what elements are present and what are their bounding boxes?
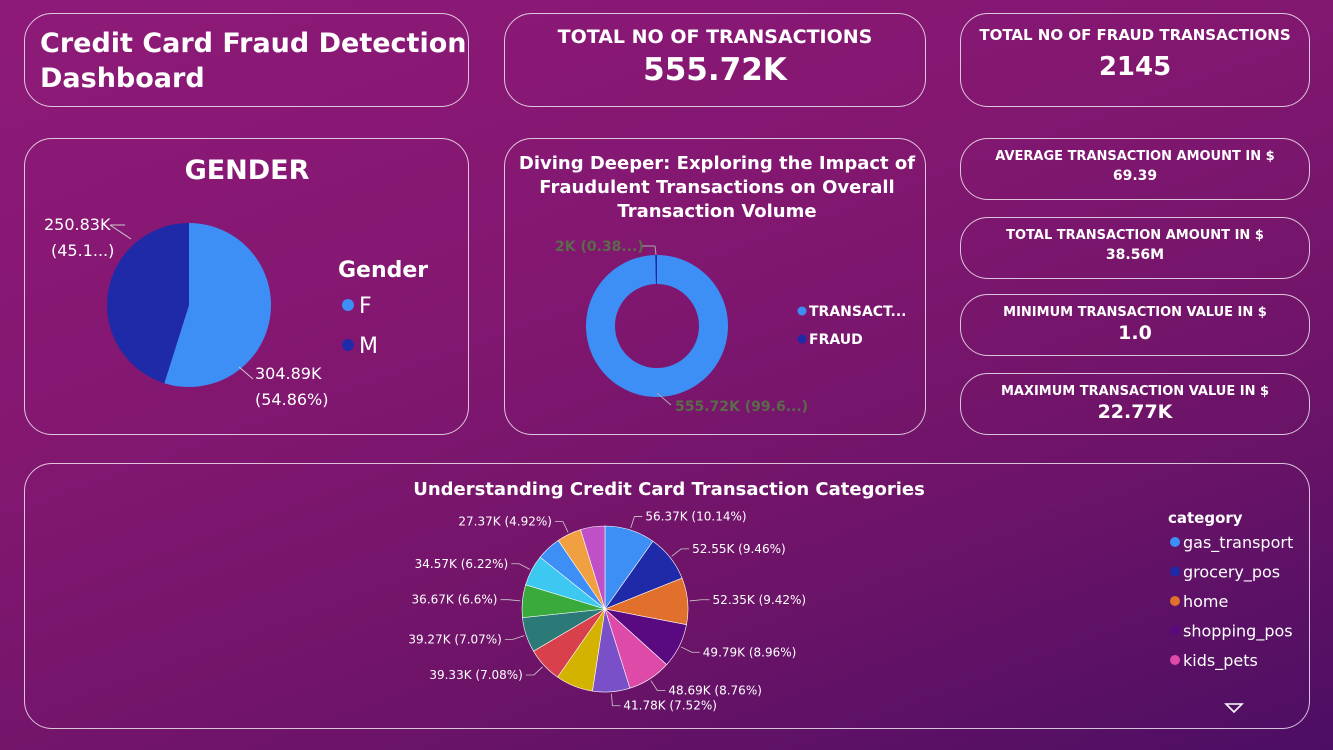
kpi-total-amount[interactable]: TOTAL TRANSACTION AMOUNT IN $ 38.56M	[960, 217, 1310, 279]
donut-slice-transact[interactable]	[586, 255, 728, 397]
fraud-impact-donut-chart[interactable]: Diving Deeper: Exploring the Impact of F…	[505, 139, 927, 436]
legend-item-home[interactable]: home	[1183, 592, 1228, 611]
gender-slice-f[interactable]	[164, 223, 271, 387]
donut-title-line3: Transaction Volume	[617, 201, 816, 222]
legend-marker-kids-pets	[1170, 655, 1180, 665]
fraud-impact-chart-card[interactable]: Diving Deeper: Exploring the Impact of F…	[504, 138, 926, 435]
donut-slice-fraud[interactable]	[655, 255, 657, 285]
donut-transactions-label: 555.72K (99.6...)	[675, 399, 808, 415]
kpi-label: MINIMUM TRANSACTION VALUE IN $	[1003, 305, 1267, 320]
kpi-value: 38.56M	[1105, 247, 1165, 263]
kpi-fraud-transactions[interactable]: TOTAL NO OF FRAUD TRANSACTIONS 2145	[960, 13, 1310, 107]
category-data-label: 34.57K (6.22%)	[415, 557, 509, 571]
dashboard-title-card: Credit Card Fraud Detection Dashboard	[24, 13, 469, 107]
donut-fraud-label: 2K (0.38...)	[555, 239, 644, 255]
kpi-total-transactions[interactable]: TOTAL NO OF TRANSACTIONS 555.72K	[504, 13, 926, 107]
dashboard-title-line2: Dashboard	[40, 63, 205, 94]
legend-marker-f	[342, 299, 354, 311]
category-chart-card[interactable]: Understanding Credit Card Transaction Ca…	[24, 463, 1310, 729]
kpi-maximum-value[interactable]: MAXIMUM TRANSACTION VALUE IN $ 22.77K	[960, 373, 1310, 435]
legend-marker-m	[342, 339, 354, 351]
legend-item-transactions[interactable]: TRANSACT...	[809, 304, 906, 320]
kpi-value: 555.72K	[643, 52, 787, 88]
legend-scroll-down-icon[interactable]	[1224, 703, 1244, 714]
category-data-label: 27.37K (4.92%)	[458, 515, 552, 529]
kpi-minimum-value[interactable]: MINIMUM TRANSACTION VALUE IN $ 1.0	[960, 294, 1310, 356]
kpi-average-amount[interactable]: AVERAGE TRANSACTION AMOUNT IN $ 69.39	[960, 138, 1310, 200]
kpi-label: TOTAL TRANSACTION AMOUNT IN $	[1006, 228, 1264, 243]
legend-item-shopping-pos[interactable]: shopping_pos	[1183, 622, 1293, 642]
category-data-label: 41.78K (7.52%)	[623, 699, 717, 713]
legend-marker-transactions	[797, 306, 807, 316]
category-data-label: 49.79K (8.96%)	[703, 645, 797, 659]
kpi-label: AVERAGE TRANSACTION AMOUNT IN $	[995, 149, 1275, 164]
category-legend-title: category	[1168, 509, 1243, 527]
legend-marker-home	[1170, 596, 1180, 606]
gender-slices	[107, 223, 271, 387]
category-data-label: 39.27K (7.07%)	[408, 632, 502, 646]
category-pie-chart[interactable]: Understanding Credit Card Transaction Ca…	[25, 464, 1311, 730]
category-slice-slice-14[interactable]	[580, 525, 606, 610]
kpi-value: 2145	[1098, 52, 1172, 82]
legend-item-f[interactable]: F	[359, 294, 372, 319]
gender-legend-title: Gender	[338, 258, 428, 283]
legend-item-grocery-pos[interactable]: grocery_pos	[1183, 563, 1280, 583]
donut-title-line2: Fraudulent Transactions on Overall	[539, 177, 894, 198]
legend-marker-grocery-pos	[1170, 566, 1180, 577]
legend-item-m[interactable]: M	[359, 334, 378, 359]
category-data-label: 52.55K (9.46%)	[692, 542, 786, 556]
category-slices	[521, 525, 689, 693]
category-data-label: 36.67K (6.6%)	[412, 593, 498, 607]
legend-item-gas-transport[interactable]: gas_transport	[1183, 533, 1293, 553]
category-data-label: 39.33K (7.08%)	[429, 668, 523, 682]
kpi-label: TOTAL NO OF FRAUD TRANSACTIONS	[979, 26, 1291, 44]
gender-slice-m[interactable]	[107, 223, 189, 384]
category-data-labels: 56.37K (10.14%) 52.55K (9.46%) 52.35K (9.4…	[408, 510, 806, 713]
kpi-value: 22.77K	[1097, 401, 1173, 423]
kpi-label: TOTAL NO OF TRANSACTIONS	[557, 26, 873, 48]
dashboard-title-line1: Credit Card Fraud Detection	[40, 28, 467, 59]
kpi-label: MAXIMUM TRANSACTION VALUE IN $	[1000, 384, 1270, 399]
kpi-value: 1.0	[1118, 322, 1152, 344]
legend-item-fraud[interactable]: FRAUD	[809, 332, 863, 348]
category-data-label: 56.37K (10.14%)	[645, 510, 746, 524]
gender-f-value-label: 304.89K	[255, 364, 322, 383]
gender-chart-card[interactable]: GENDER 250.83K (45.1...) 304.89K (54.86%…	[24, 138, 469, 435]
category-chart-title: Understanding Credit Card Transaction Ca…	[413, 479, 925, 500]
gender-m-value-label: 250.83K	[44, 215, 111, 234]
gender-pie-chart[interactable]: GENDER 250.83K (45.1...) 304.89K (54.86%…	[25, 139, 470, 436]
gender-m-percent-label: (45.1...)	[51, 241, 114, 260]
category-data-label: 52.35K (9.42%)	[713, 593, 807, 607]
kpi-value: 69.39	[1112, 168, 1158, 184]
gender-chart-title: GENDER	[185, 155, 310, 186]
legend-item-kids-pets[interactable]: kids_pets	[1183, 651, 1258, 671]
legend-marker-fraud	[797, 334, 807, 344]
gender-f-percent-label: (54.86%)	[255, 390, 329, 409]
donut-slices	[586, 255, 728, 397]
category-data-label: 48.69K (8.76%)	[668, 684, 762, 698]
legend-marker-gas-transport	[1170, 537, 1180, 547]
donut-title-line1: Diving Deeper: Exploring the Impact of	[519, 153, 915, 174]
legend-marker-shopping-pos	[1170, 625, 1180, 636]
